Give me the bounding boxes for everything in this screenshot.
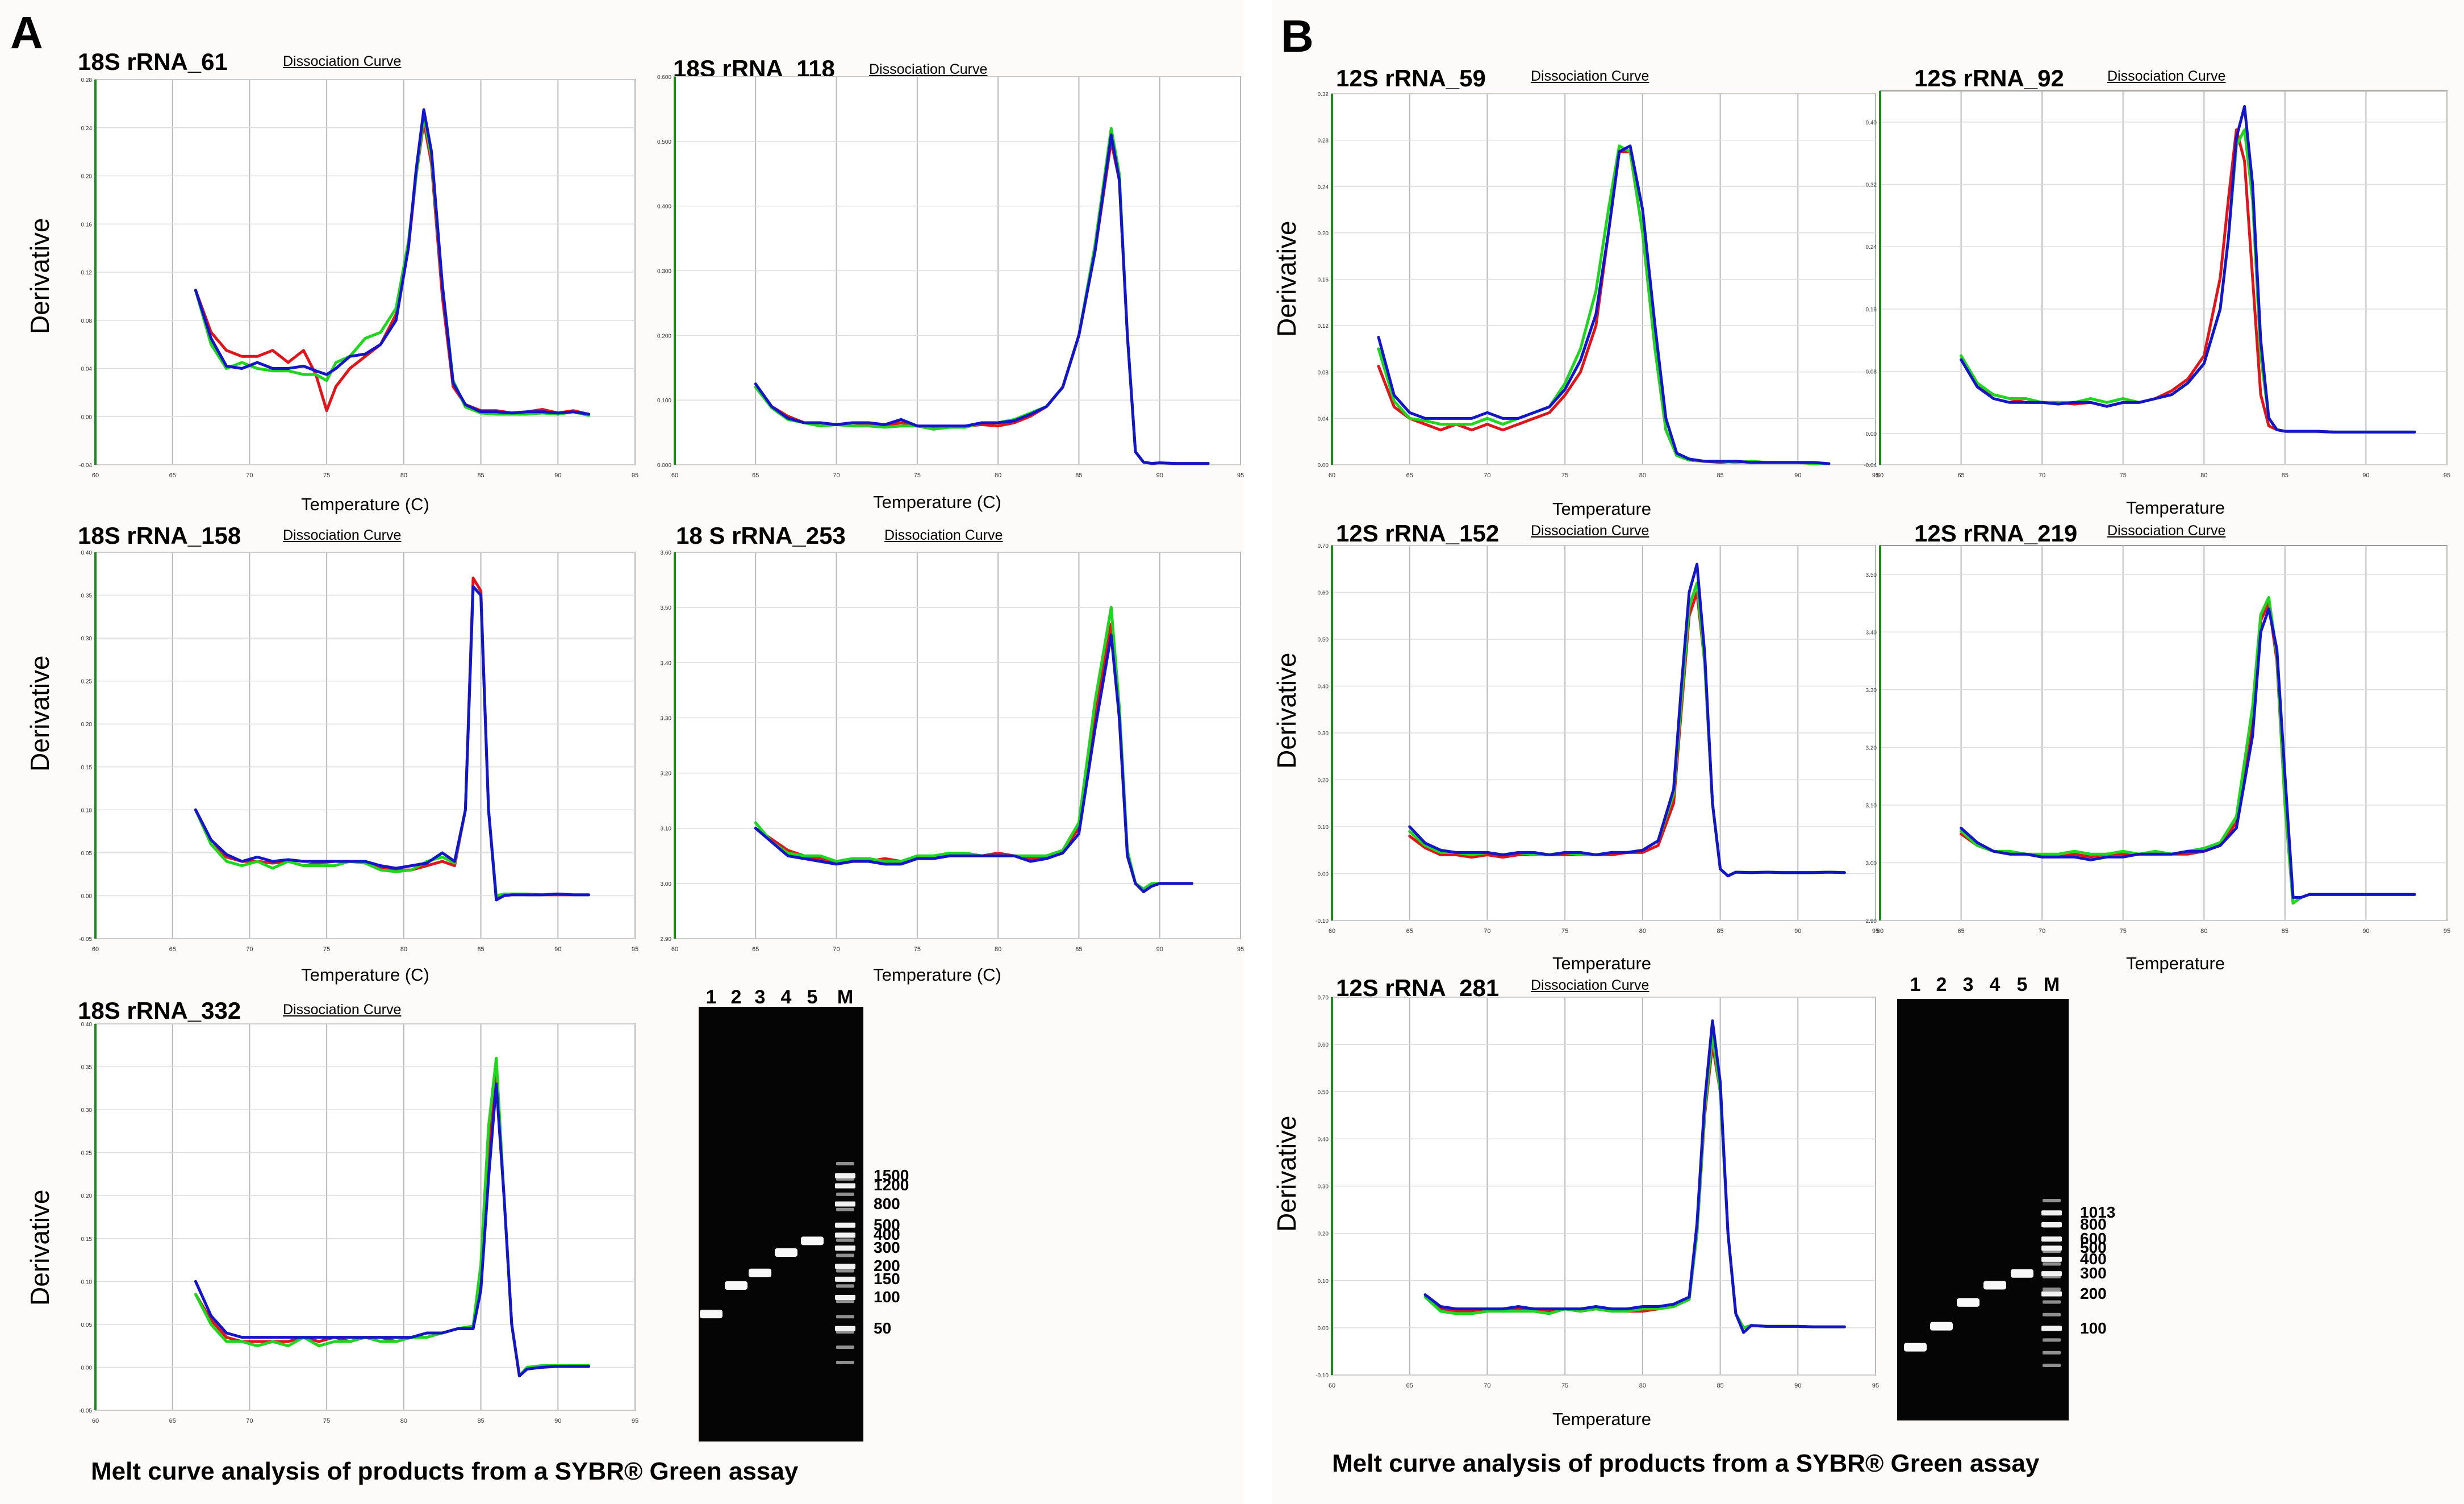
gel-lane-label: 1 xyxy=(705,986,717,1008)
chart-subtitle: Dissociation Curve xyxy=(1531,977,1649,993)
ladder-size-label: 200 xyxy=(2080,1284,2107,1302)
x-axis-label: Temperature xyxy=(1552,953,1652,973)
chart-title: 18S rRNA_332 xyxy=(78,997,241,1024)
ladder-size-label: 800 xyxy=(2080,1215,2107,1233)
x-axis-label: Temperature (C) xyxy=(873,965,1001,985)
gel-lane-label: 1 xyxy=(1910,974,1921,995)
chart-subtitle: Dissociation Curve xyxy=(283,1002,402,1018)
gel-image-a xyxy=(699,1007,863,1441)
ladder-size-label: 100 xyxy=(2080,1319,2107,1337)
chart-title: 12S rRNA_152 xyxy=(1336,520,1500,547)
chart-title: 12S rRNA_92 xyxy=(1914,65,2064,91)
x-axis-label: Temperature xyxy=(1552,499,1652,519)
caption-a: Melt curve analysis of products from a S… xyxy=(91,1457,799,1485)
ladder-size-label: 1013 xyxy=(2080,1203,2116,1222)
ladder-size-label: 300 xyxy=(874,1239,900,1257)
y-axis-label: Derivative xyxy=(1272,220,1301,337)
chart-title: 18S rRNA_61 xyxy=(78,48,228,75)
ladder-size-label: 800 xyxy=(874,1194,900,1213)
x-axis-label: Temperature xyxy=(1552,1409,1652,1429)
ladder-size-label: 100 xyxy=(874,1288,900,1306)
gel-lane-label: M xyxy=(837,986,854,1008)
ladder-size-label: 200 xyxy=(874,1257,900,1275)
gel-lane-label: 5 xyxy=(807,986,818,1008)
y-axis-label: Derivative xyxy=(25,1189,55,1306)
caption-b: Melt curve analysis of products from a S… xyxy=(1332,1449,2040,1477)
gel-lane-label: 2 xyxy=(730,986,742,1008)
gel-lane-label: 4 xyxy=(1989,974,2001,995)
x-axis-label: Temperature xyxy=(2125,498,2225,518)
x-axis-label: Temperature (C) xyxy=(873,492,1001,512)
chart-title: 12S rRNA_59 xyxy=(1336,65,1486,91)
ladder-size-label: 300 xyxy=(2080,1264,2107,1282)
chart-subtitle: Dissociation Curve xyxy=(1531,68,1649,84)
chart-title: 18S rRNA_118 xyxy=(673,55,835,82)
chart-subtitle: Dissociation Curve xyxy=(884,527,1003,543)
chart-subtitle: Dissociation Curve xyxy=(2107,68,2226,84)
ladder-size-label: 1500 xyxy=(874,1166,909,1184)
y-axis-label: Derivative xyxy=(1272,1115,1301,1232)
panel-letter-b: B xyxy=(1281,11,1314,61)
gel-lane-label: 4 xyxy=(780,986,792,1008)
y-axis-label: Derivative xyxy=(1272,652,1301,769)
ladder-size-label: 150 xyxy=(874,1269,900,1288)
gel-lane-label: 5 xyxy=(2016,974,2028,995)
ladder-size-label: 500 xyxy=(874,1215,900,1234)
chart-subtitle: Dissociation Curve xyxy=(283,527,402,543)
ladder-size-label: 600 xyxy=(2080,1230,2107,1248)
chart-title: 18S rRNA_158 xyxy=(78,522,241,549)
x-axis-label: Temperature (C) xyxy=(301,494,429,514)
chart-subtitle: Dissociation Curve xyxy=(283,53,402,69)
x-axis-label: Temperature xyxy=(2125,953,2225,973)
panel-letter-a: A xyxy=(10,7,43,58)
ladder-size-label: 50 xyxy=(874,1319,892,1337)
ladder-size-label: 500 xyxy=(2080,1239,2107,1257)
y-axis-label: Derivative xyxy=(25,218,55,334)
chart-title: 18 S rRNA_253 xyxy=(676,522,846,549)
y-axis-label: Derivative xyxy=(25,655,55,772)
chart-title: 12S rRNA_281 xyxy=(1336,974,1500,1001)
chart-subtitle: Dissociation Curve xyxy=(1531,523,1649,539)
panel-a-background xyxy=(0,0,1244,1504)
ladder-size-label: 1200 xyxy=(874,1176,909,1194)
panel-b-background xyxy=(1272,0,2464,1504)
gel-lane-label: 2 xyxy=(1936,974,1947,995)
chart-subtitle: Dissociation Curve xyxy=(2107,523,2226,539)
ladder-size-label: 400 xyxy=(874,1226,900,1244)
gel-image-b xyxy=(1897,999,2069,1420)
chart-subtitle: Dissociation Curve xyxy=(869,61,988,77)
ladder-size-label: 400 xyxy=(2080,1249,2107,1268)
gel-lane-label: 3 xyxy=(754,986,766,1008)
gel-lane-label: 3 xyxy=(1962,974,1974,995)
chart-title: 12S rRNA_219 xyxy=(1914,520,2078,547)
x-axis-label: Temperature (C) xyxy=(301,965,429,985)
gel-lane-label: M xyxy=(2043,974,2060,995)
